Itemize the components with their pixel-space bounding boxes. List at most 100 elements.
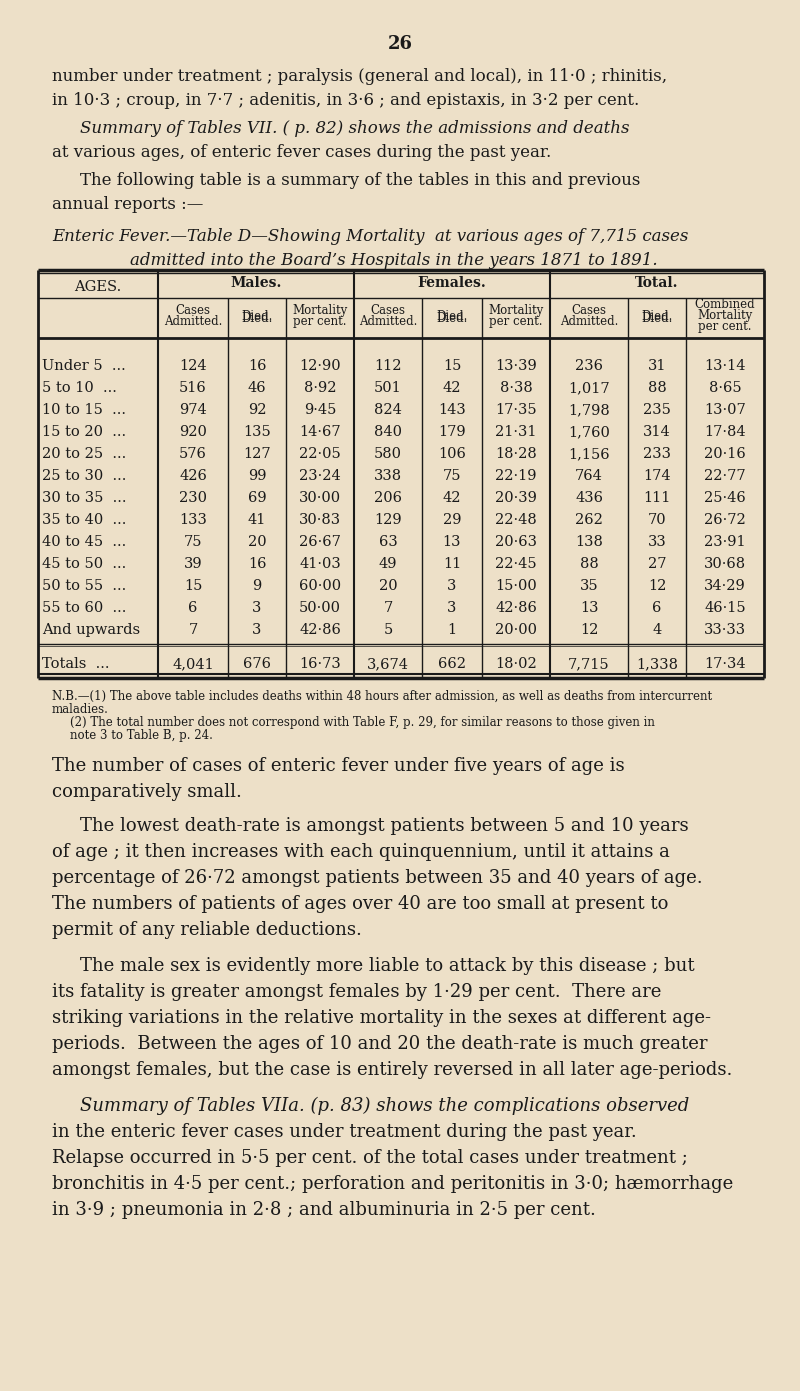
Text: 6: 6	[652, 601, 662, 615]
Text: 9·45: 9·45	[304, 403, 336, 417]
Text: The male sex is evidently more liable to attack by this disease ; but: The male sex is evidently more liable to…	[80, 957, 694, 975]
Text: amongst females, but the case is entirely reversed in all later age-periods.: amongst females, but the case is entirel…	[52, 1061, 732, 1079]
Text: The number of cases of enteric fever under five years of age is: The number of cases of enteric fever und…	[52, 757, 625, 775]
Text: 1,017: 1,017	[568, 381, 610, 395]
Text: 3: 3	[252, 601, 262, 615]
Text: 30 to 35  ...: 30 to 35 ...	[42, 491, 126, 505]
Text: Relapse occurred in 5·5 per cent. of the total cases under treatment ;: Relapse occurred in 5·5 per cent. of the…	[52, 1149, 688, 1167]
Text: 46·15: 46·15	[704, 601, 746, 615]
Text: 35 to 40  ...: 35 to 40 ...	[42, 513, 126, 527]
Text: 55 to 60  ...: 55 to 60 ...	[42, 601, 126, 615]
Text: 31: 31	[648, 359, 666, 373]
Text: Died.: Died.	[642, 312, 673, 325]
Text: 8·38: 8·38	[500, 381, 532, 395]
Text: per cent.: per cent.	[294, 314, 346, 328]
Text: Cases: Cases	[370, 305, 406, 317]
Text: 26·67: 26·67	[299, 536, 341, 549]
Text: 436: 436	[575, 491, 603, 505]
Text: Females.: Females.	[418, 275, 486, 289]
Text: Males.: Males.	[230, 275, 282, 289]
Text: 50·00: 50·00	[299, 601, 341, 615]
Text: 13: 13	[580, 601, 598, 615]
Text: 27: 27	[648, 556, 666, 570]
Text: 26: 26	[387, 35, 413, 53]
Text: 174: 174	[643, 469, 671, 483]
Text: 143: 143	[438, 403, 466, 417]
Text: 16·73: 16·73	[299, 657, 341, 670]
Text: 133: 133	[179, 513, 207, 527]
Text: 12·90: 12·90	[299, 359, 341, 373]
Text: per cent.: per cent.	[698, 320, 752, 332]
Text: 50 to 55  ...: 50 to 55 ...	[42, 579, 126, 593]
Text: 9: 9	[252, 579, 262, 593]
Text: 124: 124	[179, 359, 207, 373]
Text: N.B.—(1) The above table includes deaths within 48 hours after admission, as wel: N.B.—(1) The above table includes deaths…	[52, 690, 712, 702]
Text: 230: 230	[179, 491, 207, 505]
Text: 111: 111	[643, 491, 670, 505]
Text: 580: 580	[374, 447, 402, 460]
Text: 60·00: 60·00	[299, 579, 341, 593]
Text: 840: 840	[374, 426, 402, 440]
Text: 8·65: 8·65	[709, 381, 742, 395]
Text: Mortality: Mortality	[698, 309, 753, 321]
Text: Cases: Cases	[571, 305, 606, 317]
Text: 4,041: 4,041	[172, 657, 214, 670]
Text: its fatality is greater amongst females by 1·29 per cent.  There are: its fatality is greater amongst females …	[52, 983, 662, 1002]
Text: striking variations in the relative mortality in the sexes at different age-: striking variations in the relative mort…	[52, 1008, 711, 1027]
Text: permit of any reliable deductions.: permit of any reliable deductions.	[52, 921, 362, 939]
Text: bronchitis in 4·5 per cent.; perforation and peritonitis in 3·0; hæmorrhage: bronchitis in 4·5 per cent.; perforation…	[52, 1175, 734, 1193]
Text: Admitted.: Admitted.	[560, 314, 618, 328]
Text: 25·46: 25·46	[704, 491, 746, 505]
Text: 7: 7	[188, 623, 198, 637]
Text: AGES.: AGES.	[74, 280, 122, 294]
Text: 45 to 50  ...: 45 to 50 ...	[42, 556, 126, 570]
Text: (2) The total number does not correspond with Table F, p. 29, for similar reason: (2) The total number does not correspond…	[70, 716, 655, 729]
Text: 824: 824	[374, 403, 402, 417]
Text: 15: 15	[443, 359, 461, 373]
Text: 75: 75	[184, 536, 202, 549]
Text: in 10·3 ; croup, in 7·7 ; adenitis, in 3·6 ; and epistaxis, in 3·2 per cent.: in 10·3 ; croup, in 7·7 ; adenitis, in 3…	[52, 92, 639, 108]
Text: 127: 127	[243, 447, 271, 460]
Text: 12: 12	[648, 579, 666, 593]
Text: 426: 426	[179, 469, 207, 483]
Text: 262: 262	[575, 513, 603, 527]
Text: Admitted.: Admitted.	[359, 314, 417, 328]
Text: 10 to 15  ...: 10 to 15 ...	[42, 403, 126, 417]
Text: 3: 3	[447, 579, 457, 593]
Text: 30·68: 30·68	[704, 556, 746, 570]
Text: 30·83: 30·83	[299, 513, 341, 527]
Text: in the enteric fever cases under treatment during the past year.: in the enteric fever cases under treatme…	[52, 1123, 637, 1141]
Text: 20·00: 20·00	[495, 623, 537, 637]
Text: 88: 88	[580, 556, 598, 570]
Text: 20·16: 20·16	[704, 447, 746, 460]
Text: 42: 42	[442, 491, 462, 505]
Text: number under treatment ; paralysis (general and local), in 11·0 ; rhinitis,: number under treatment ; paralysis (gene…	[52, 68, 667, 85]
Text: Enteric Fever.—Table D—Showing Mortality  at various ages of 7,715 cases: Enteric Fever.—Table D—Showing Mortality…	[52, 228, 688, 245]
Text: 20: 20	[248, 536, 266, 549]
Text: 20·39: 20·39	[495, 491, 537, 505]
Text: 21·31: 21·31	[495, 426, 537, 440]
Text: 236: 236	[575, 359, 603, 373]
Text: 69: 69	[248, 491, 266, 505]
Text: 106: 106	[438, 447, 466, 460]
Text: 39: 39	[184, 556, 202, 570]
Text: 17·34: 17·34	[704, 657, 746, 670]
Text: 129: 129	[374, 513, 402, 527]
Text: in 3·9 ; pneumonia in 2·8 ; and albuminuria in 2·5 per cent.: in 3·9 ; pneumonia in 2·8 ; and albuminu…	[52, 1200, 596, 1219]
Text: 70: 70	[648, 513, 666, 527]
Text: 23·24: 23·24	[299, 469, 341, 483]
Text: 676: 676	[243, 657, 271, 670]
Text: 6: 6	[188, 601, 198, 615]
Text: Under 5  ...: Under 5 ...	[42, 359, 126, 373]
Text: 15: 15	[184, 579, 202, 593]
Text: 235: 235	[643, 403, 671, 417]
Text: Died.: Died.	[242, 312, 273, 325]
Text: Mortality: Mortality	[488, 305, 544, 317]
Text: 17·84: 17·84	[704, 426, 746, 440]
Text: 138: 138	[575, 536, 603, 549]
Text: 314: 314	[643, 426, 671, 440]
Text: 88: 88	[648, 381, 666, 395]
Text: 63: 63	[378, 536, 398, 549]
Text: 42·86: 42·86	[299, 623, 341, 637]
Text: 7,715: 7,715	[568, 657, 610, 670]
